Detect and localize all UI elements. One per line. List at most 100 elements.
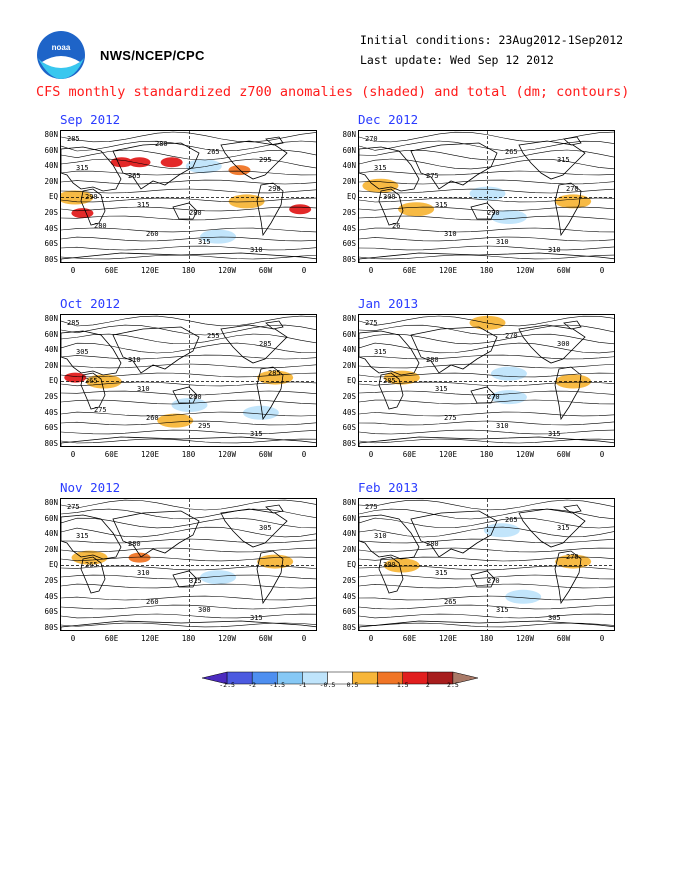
colorbar-label: -1.5 <box>269 681 286 689</box>
contour-line <box>61 547 316 553</box>
contour-line <box>61 508 316 520</box>
lat-tick-label: EQ <box>48 376 58 386</box>
lon-tick-label: 60E <box>402 266 417 275</box>
coastline <box>220 140 288 180</box>
contour-line <box>61 206 316 212</box>
coastline <box>220 508 288 548</box>
contour-line <box>359 149 614 161</box>
lon-tick-label: 120W <box>217 450 237 459</box>
contour-line <box>61 372 316 378</box>
coastline <box>410 510 498 558</box>
contour-label: 275 <box>365 319 378 327</box>
contour-label: 300 <box>557 340 570 348</box>
lon-tick-label: 60W <box>258 266 273 275</box>
anomaly-patch <box>128 552 151 563</box>
contour-line <box>61 595 316 601</box>
contour-label: 315 <box>250 430 263 438</box>
contour-label: 300 <box>383 193 396 201</box>
lon-tick-label: 60W <box>258 450 273 459</box>
figure-title: CFS monthly standardized z700 anomalies … <box>36 84 630 100</box>
contour-label: 285 <box>383 377 396 385</box>
contour-label: 315 <box>548 430 561 438</box>
anomaly-patch <box>490 210 527 225</box>
contour-line <box>61 517 316 529</box>
coastline <box>470 570 496 588</box>
contour-line <box>61 140 316 152</box>
contour-line <box>359 363 614 369</box>
coastline <box>410 326 498 374</box>
lon-tick-label: 0 <box>368 634 374 643</box>
lat-tick-label: 20N <box>342 176 356 186</box>
contour-label: 315 <box>76 164 89 172</box>
coastline <box>359 436 614 446</box>
contour-label: 310 <box>496 238 509 246</box>
lon-tick-label: 0 <box>368 266 374 275</box>
contour-line <box>359 236 614 242</box>
noaa-logo: noaa <box>37 31 85 79</box>
lat-tick-label: 80S <box>342 622 356 632</box>
contour-line <box>61 565 316 571</box>
contour-label: 270 <box>487 577 500 585</box>
contour-label: 275 <box>365 503 378 511</box>
lat-tick-label: 20N <box>342 544 356 554</box>
last-update: Last update: Wed Sep 12 2012 <box>360 53 554 67</box>
anomaly-patch <box>228 165 251 176</box>
coastline <box>172 386 198 404</box>
anomaly-patch <box>128 157 151 168</box>
contour-line <box>359 438 614 444</box>
coastline <box>554 182 582 237</box>
contour-line <box>359 411 614 417</box>
lat-tick-label: 60N <box>342 145 356 155</box>
contour-line <box>359 574 614 580</box>
contour-line <box>359 140 614 152</box>
contour-label: 260 <box>146 230 159 238</box>
contour-label: 275 <box>94 406 107 414</box>
lon-tick-label: 0 <box>599 634 605 643</box>
coastline <box>80 556 106 594</box>
anomaly-patch <box>398 202 435 217</box>
lat-tick-label: 60S <box>342 607 356 617</box>
anomaly-patch <box>157 413 194 428</box>
anomaly-patch <box>257 370 294 385</box>
lon-tick-label: 60W <box>556 450 571 459</box>
contour-label: 270 <box>505 332 518 340</box>
lat-tick-label: 60S <box>342 423 356 433</box>
coastline <box>61 330 122 376</box>
contour-label: 315 <box>374 348 387 356</box>
lat-tick-label: 80S <box>44 622 58 632</box>
anomaly-patch <box>490 366 527 381</box>
lat-tick-label: 40N <box>44 161 58 171</box>
coastline <box>172 202 198 220</box>
contour-label: 265 <box>207 148 220 156</box>
contour-label: 285 <box>67 319 80 327</box>
contour-line <box>61 390 316 396</box>
contour-line <box>61 236 316 242</box>
coastline <box>410 142 498 190</box>
coastline <box>265 136 284 146</box>
coastline <box>359 514 420 560</box>
contour-line <box>61 342 316 354</box>
contour-line <box>61 245 316 251</box>
lat-tick-label: EQ <box>48 560 58 570</box>
lon-tick-label: 120E <box>140 450 160 459</box>
lat-tick-label: 40S <box>44 591 58 601</box>
contour-label: 315 <box>435 201 448 209</box>
contour-line <box>359 324 614 336</box>
contour-label: 285 <box>259 340 272 348</box>
contour-line <box>359 420 614 426</box>
contour-line <box>61 227 316 233</box>
anomaly-patch <box>289 204 312 215</box>
lon-tick-label: 60E <box>104 634 119 643</box>
lon-tick-label: 120W <box>515 266 535 275</box>
contour-label: 315 <box>189 577 202 585</box>
contour-label: 290 <box>487 209 500 217</box>
lon-tick-label: 120W <box>217 634 237 643</box>
lon-tick-label: 120E <box>140 634 160 643</box>
contour-line <box>61 526 316 538</box>
contour-line <box>61 438 316 444</box>
panel-title: Oct 2012 <box>60 296 121 311</box>
coastline <box>61 252 316 262</box>
lat-tick-label: 60N <box>44 513 58 523</box>
colorbar-label: -2.5 <box>219 681 235 689</box>
contour-label: 275 <box>67 503 80 511</box>
